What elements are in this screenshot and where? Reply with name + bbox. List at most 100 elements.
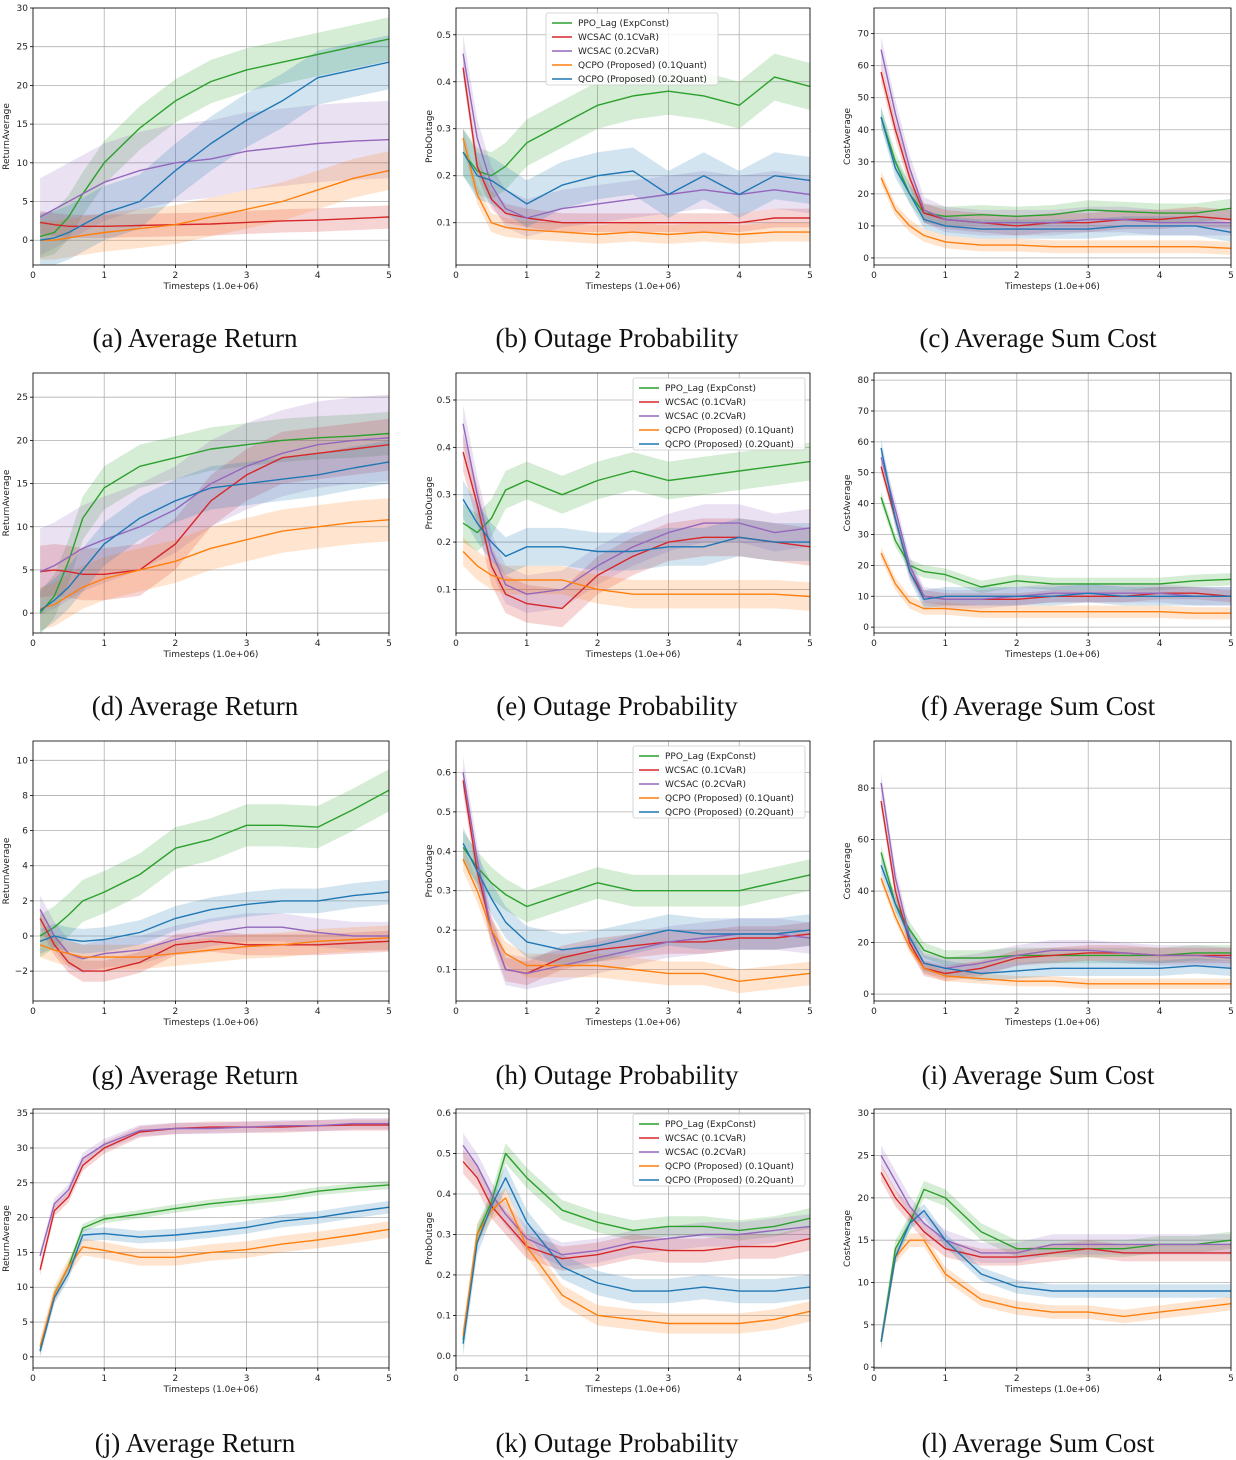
series-line-0 — [880, 497, 1231, 588]
series-line-4 — [462, 843, 810, 951]
x-tick-label: 2 — [173, 1374, 179, 1384]
y-tick-label: 0.3 — [437, 491, 451, 501]
legend-entry: QCPO (Proposed) (0.1Quant) — [665, 426, 794, 436]
axes-frame — [32, 1108, 390, 1369]
y-tick-label: 0.1 — [437, 965, 451, 975]
y-tick-label: 30 — [858, 158, 870, 168]
x-axis-label: Timesteps (1.0e+06) — [163, 650, 259, 660]
legend: PPO_Lag (ExpConst) WCSAC (0.1CVaR) WCSAC (… — [632, 1113, 806, 1187]
y-tick-label: 20 — [858, 561, 870, 571]
series-band-4 — [881, 1203, 1231, 1349]
series-line-3 — [39, 519, 389, 610]
plot-area — [39, 1118, 389, 1358]
plot-area — [462, 756, 810, 994]
x-tick-label: 2 — [595, 1374, 601, 1384]
series-band-4 — [463, 128, 810, 228]
x-tick-label: 2 — [595, 639, 601, 649]
series-line-4 — [39, 61, 389, 241]
y-tick-label: 0.4 — [437, 443, 452, 453]
axes-frame — [32, 372, 390, 634]
legend-entry: WCSAC (0.2CVaR) — [665, 780, 746, 790]
y-tick-label: 30 — [858, 1109, 870, 1119]
x-tick-label: 2 — [173, 271, 179, 281]
series-line-1 — [462, 67, 810, 224]
subplot-d: 0 1 2 3 4 5 0 5 10 15 20 25 Timesteps (1.0e+06) Retur… — [2, 372, 392, 721]
series-band-3 — [463, 847, 810, 994]
legend-box — [632, 745, 806, 819]
x-tick-label: 0 — [453, 1374, 459, 1384]
x-tick-label: 1 — [524, 271, 530, 281]
x-axis-label: Timesteps (1.0e+06) — [585, 282, 681, 292]
series-band-2 — [463, 404, 810, 614]
legend-entry: QCPO (Proposed) (0.1Quant) — [665, 794, 794, 804]
x-tick-label: 4 — [736, 639, 742, 649]
x-tick-label: 0 — [871, 1374, 877, 1384]
x-tick-label: 2 — [173, 639, 179, 649]
series-line-4 — [39, 461, 389, 612]
series-line-0 — [39, 38, 389, 238]
series-band-4 — [881, 857, 1231, 982]
legend-box — [632, 1113, 806, 1187]
series-line-4 — [39, 891, 389, 942]
y-tick-label: 0.5 — [437, 808, 451, 818]
axes-frame — [455, 1108, 811, 1369]
series-band-0 — [463, 831, 810, 923]
y-tick-label: 20 — [17, 81, 29, 91]
y-tick-label: 5 — [22, 1318, 28, 1328]
x-tick-label: 1 — [101, 1374, 107, 1384]
x-tick-label: 5 — [807, 1374, 813, 1384]
series-band-3 — [881, 546, 1231, 620]
y-tick-label: 25 — [17, 393, 28, 403]
subplot-caption: (b) Outage Probability — [496, 323, 739, 353]
x-tick-label: 4 — [1157, 271, 1163, 281]
series-line-0 — [462, 1152, 810, 1340]
series-line-3 — [880, 552, 1231, 614]
y-axis-label: ProbOutage — [425, 1212, 435, 1266]
y-tick-label: −2 — [15, 967, 28, 977]
y-tick-label: 0.3 — [437, 887, 451, 897]
legend-entry: QCPO (Proposed) (0.2Quant) — [578, 75, 707, 85]
subplot-caption: (d) Average Return — [92, 691, 299, 721]
legend-entry: WCSAC (0.2CVaR) — [665, 1148, 746, 1158]
x-tick-label: 0 — [30, 271, 36, 281]
y-tick-label: 0.6 — [437, 1109, 452, 1119]
y-tick-label: 0.4 — [437, 78, 452, 88]
series-band-3 — [40, 925, 389, 970]
y-axis-label: CostAverage — [843, 1210, 853, 1267]
y-axis-label: ReturnAverage — [2, 469, 12, 536]
y-tick-label: 60 — [858, 836, 870, 846]
series-band-4 — [463, 1165, 810, 1356]
legend: PPO_Lag (ExpConst) WCSAC (0.1CVaR) WCSAC (… — [545, 12, 719, 86]
series-line-3 — [462, 858, 810, 982]
y-tick-label: 10 — [17, 1283, 29, 1293]
y-tick-label: 40 — [858, 500, 870, 510]
series-band-2 — [463, 756, 810, 990]
y-tick-label: 0 — [22, 1353, 28, 1363]
x-tick-label: 2 — [1014, 1374, 1020, 1384]
y-tick-label: 0 — [863, 623, 869, 633]
plot-area — [880, 36, 1231, 255]
plot-area — [880, 772, 1231, 989]
y-tick-label: 50 — [858, 94, 870, 104]
x-tick-label: 5 — [1228, 1007, 1234, 1017]
plot-area — [880, 438, 1231, 620]
x-tick-label: 4 — [315, 639, 321, 649]
legend-entry: PPO_Lag (ExpConst) — [578, 19, 669, 29]
y-tick-label: 10 — [17, 523, 29, 533]
series-band-0 — [463, 442, 810, 552]
series-band-0 — [40, 769, 389, 958]
x-tick-label: 3 — [1085, 639, 1091, 649]
subplot-caption: (j) Average Return — [95, 1428, 296, 1458]
x-tick-label: 1 — [101, 1007, 107, 1017]
axes-frame — [32, 7, 390, 266]
series-line-3 — [39, 937, 389, 958]
x-tick-label: 3 — [1085, 1374, 1091, 1384]
legend-entry: QCPO (Proposed) (0.2Quant) — [665, 440, 794, 450]
subplot-h: 0 1 2 3 4 5 0.1 0.2 0.3 0.4 0.5 0.6 Timesteps (1.0e+… — [425, 740, 813, 1090]
legend: PPO_Lag (ExpConst) WCSAC (0.1CVaR) WCSAC (… — [632, 377, 806, 451]
y-tick-label: 0.5 — [437, 1150, 451, 1160]
x-tick-label: 2 — [595, 1007, 601, 1017]
axes-frame — [873, 7, 1232, 266]
x-tick-label: 5 — [807, 1007, 813, 1017]
y-tick-label: 0 — [863, 1363, 869, 1373]
